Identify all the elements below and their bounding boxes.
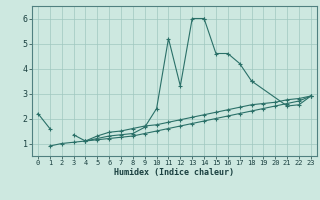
X-axis label: Humidex (Indice chaleur): Humidex (Indice chaleur)	[115, 168, 234, 177]
